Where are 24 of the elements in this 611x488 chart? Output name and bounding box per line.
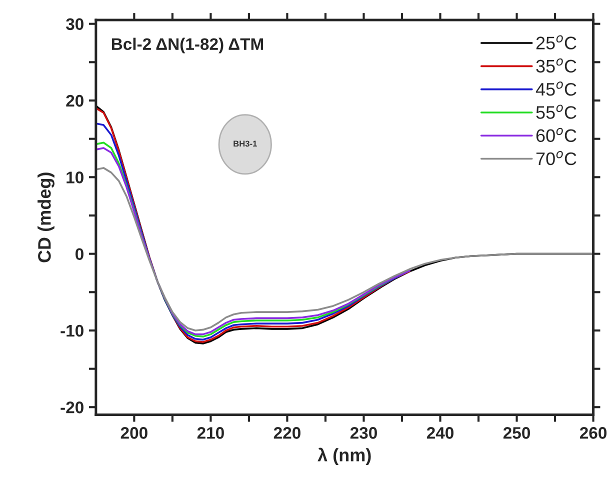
y-tick-label: 30 (66, 18, 84, 30)
legend-label: 60$^{o}$C (536, 128, 576, 142)
y-axis-title: CD (mdeg) (38, 172, 54, 262)
x-tick-label: 200 (120, 427, 148, 439)
y-tick-label: 10 (66, 172, 84, 184)
x-tick-label: 250 (503, 427, 530, 439)
x-tick-label: 260 (580, 427, 607, 439)
y-tick-label: -10 (60, 324, 84, 337)
x-tick-label: 220 (274, 427, 300, 439)
x-axis-title: λ (nm) (318, 448, 371, 465)
annotation: Bcl-2 ΔN(1-82) ΔTM (112, 38, 264, 54)
x-tick-label: 240 (426, 427, 454, 439)
x-tick-label: 230 (350, 427, 377, 439)
legend-label: 55$^{o}$C (536, 104, 576, 119)
legend-label: 25$^{o}$C (536, 35, 576, 50)
annotation: BH3-1 (234, 140, 257, 147)
x-tick-label: 210 (197, 427, 224, 439)
legend-label: 70$^{o}$C (536, 151, 576, 166)
line-series (96, 167, 594, 332)
y-tick-label: -20 (60, 402, 84, 414)
y-tick-label: 20 (66, 94, 84, 107)
legend-label: 45$^{o}$C (536, 82, 576, 96)
legend-label: 35$^{o}$C (536, 58, 576, 73)
y-tick-label: 0 (76, 248, 84, 260)
